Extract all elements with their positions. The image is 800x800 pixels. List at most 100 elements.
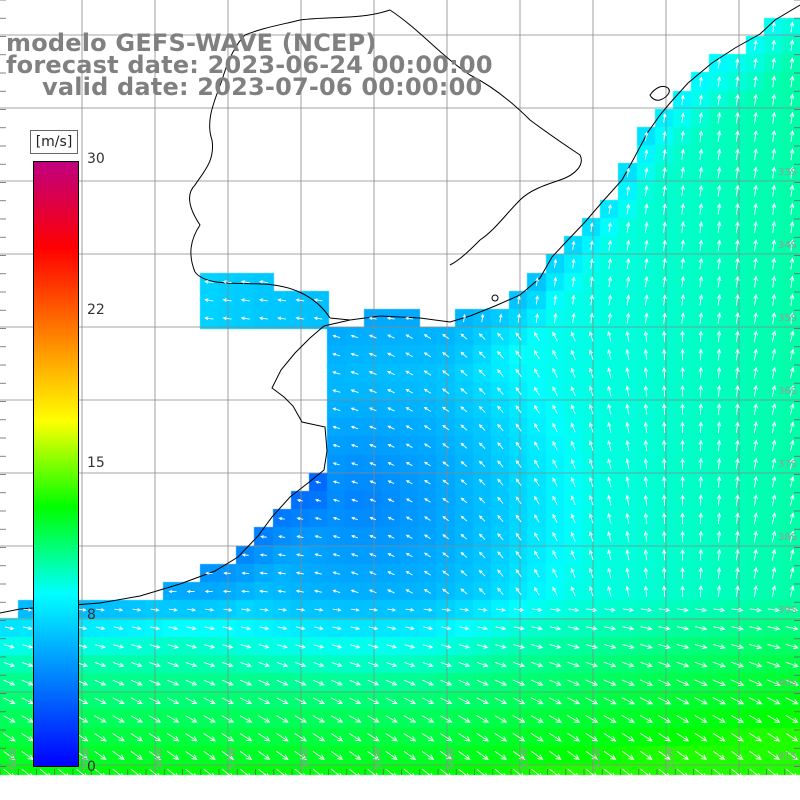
wind-arrow-head [137, 644, 143, 649]
wind-arrow-head [483, 644, 489, 649]
wind-arrow-head [610, 699, 617, 705]
wind-arrow-head [665, 699, 672, 705]
wind-arrow-head [373, 608, 378, 612]
wind-arrow-head [628, 699, 635, 705]
wind-arrow-shaft [771, 385, 776, 397]
wind-arrow-shaft [789, 403, 794, 416]
wind-arrow-head [589, 240, 594, 245]
wind-arrow-shaft [530, 715, 544, 723]
wind-arrow-head [647, 607, 653, 613]
wind-arrow-shaft [167, 697, 179, 704]
wind-arrow-shaft [552, 441, 558, 451]
wind-arrow-shaft [785, 750, 798, 760]
wind-arrow-shaft [676, 750, 689, 760]
wind-arrow-head [137, 662, 143, 668]
wind-arrow-shaft [386, 644, 397, 648]
wind-arrow-shaft [754, 76, 757, 88]
wind-arrow-shaft [278, 299, 287, 302]
wind-arrow-head [264, 754, 271, 760]
wind-arrow-shaft [534, 368, 540, 378]
wind-arrow-shaft [368, 626, 378, 630]
wind-arrow-shaft [424, 498, 431, 503]
wind-arrow-head [478, 387, 483, 392]
wind-arrow-head [680, 130, 685, 136]
wind-arrow-shaft [460, 570, 468, 577]
wind-arrow-head [464, 772, 471, 779]
wind-arrow-shaft [717, 513, 720, 525]
wind-arrow-head [497, 533, 501, 538]
wind-arrow-head [607, 239, 613, 245]
wind-arrow-shaft [369, 317, 377, 320]
wind-arrow-head [735, 148, 740, 154]
wind-arrow-head [282, 772, 289, 779]
wind-arrow-head [27, 717, 34, 723]
wind-arrow-shaft [130, 750, 143, 760]
wind-arrow-head [716, 130, 722, 136]
wind-arrow-shaft [789, 549, 794, 561]
wind-arrow-shaft [204, 626, 214, 630]
wind-arrow-head [355, 681, 362, 686]
wind-arrow-head [574, 699, 581, 705]
wind-arrow-shaft [241, 281, 250, 284]
wind-arrow-head [625, 348, 630, 354]
wind-arrow-shaft [3, 732, 16, 742]
wind-arrow-shaft [749, 768, 762, 779]
wind-arrow-shaft [221, 732, 234, 742]
wind-arrow-shaft [790, 312, 793, 325]
wind-arrow-shaft [735, 76, 739, 88]
wind-arrow-shaft [534, 496, 540, 505]
wind-arrow-head [391, 772, 398, 779]
wind-arrow-shaft [185, 644, 197, 648]
wind-arrow-head [735, 111, 740, 118]
wind-arrow-head [680, 184, 685, 190]
wind-arrow-shaft [604, 608, 615, 611]
wind-arrow-head [735, 93, 740, 99]
wind-arrow-head [515, 532, 520, 537]
wind-arrow-shaft [185, 661, 197, 667]
wind-arrow-shaft [387, 425, 395, 430]
wind-arrow-head [442, 479, 446, 483]
wind-arrow-shaft [130, 768, 143, 779]
wind-arrow-shaft [767, 626, 780, 630]
wind-arrow-head [644, 239, 649, 245]
wind-arrow-head [589, 276, 594, 282]
wind-arrow-shaft [586, 608, 597, 611]
wind-arrow-head [173, 699, 180, 704]
wind-arrow-head [735, 494, 740, 500]
wind-arrow-shaft [731, 608, 743, 611]
wind-arrow-shaft [785, 679, 799, 686]
wind-arrow-head [482, 717, 490, 723]
wind-arrow-shaft [440, 679, 452, 686]
wind-arrow-head [496, 350, 501, 356]
wind-arrow-head [318, 735, 326, 742]
wind-arrow-head [753, 166, 758, 172]
wind-arrow-head [719, 754, 726, 760]
wind-arrow-head [534, 495, 538, 501]
wind-arrow-shaft [185, 697, 197, 704]
wind-arrow-shaft [367, 662, 379, 667]
wind-arrow-head [368, 352, 373, 356]
wind-arrow-head [319, 699, 325, 704]
wind-arrow-head [478, 533, 483, 538]
wind-arrow-shaft [221, 768, 234, 779]
wind-arrow-head [515, 478, 520, 483]
wind-arrow-shaft [626, 349, 630, 360]
wind-arrow-head [680, 239, 685, 245]
wind-arrow-head [592, 662, 599, 668]
wind-arrow-head [664, 717, 672, 723]
wind-arrow-shaft [676, 661, 689, 667]
wind-arrow-shaft [515, 369, 522, 378]
wind-arrow-shaft [585, 644, 598, 649]
wind-arrow-head [295, 316, 300, 321]
colorbar-tick-8: 8 [87, 607, 96, 623]
wind-arrow-shaft [424, 425, 431, 431]
wind-arrow-head [698, 130, 704, 136]
wind-arrow-head [771, 39, 776, 45]
wind-arrow-shaft [603, 750, 616, 760]
wind-arrow-shaft [767, 608, 780, 611]
wind-arrow-shaft [717, 385, 720, 397]
wind-arrow-head [570, 531, 575, 537]
wind-arrow-shaft [694, 661, 707, 667]
wind-arrow-head [661, 530, 667, 536]
